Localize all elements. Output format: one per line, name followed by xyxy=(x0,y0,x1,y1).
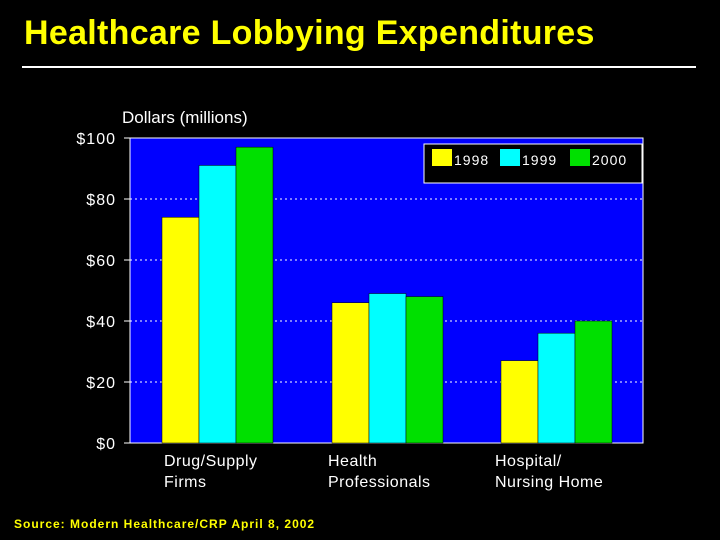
title-underline xyxy=(22,66,696,68)
bar-2000 xyxy=(405,296,444,444)
bar-1998 xyxy=(161,217,200,444)
y-ticks xyxy=(124,137,130,444)
bar-1999 xyxy=(368,293,407,444)
bar-2000 xyxy=(235,146,274,444)
legend-label: 1999 xyxy=(522,152,557,168)
y-tick-label: $100 xyxy=(76,131,116,148)
bars xyxy=(161,146,613,444)
x-category-label: Drug/Supply Firms xyxy=(164,453,258,491)
y-tick-label: $40 xyxy=(86,314,116,331)
y-tick-label: $20 xyxy=(86,375,116,392)
legend-swatch xyxy=(500,149,520,166)
legend: 1998 1999 2000 xyxy=(423,143,643,184)
legend-box xyxy=(423,143,643,184)
y-tick-label: $80 xyxy=(86,192,116,209)
legend-label: 1998 xyxy=(454,152,489,168)
legend-swatch xyxy=(570,149,590,166)
bar-1999 xyxy=(537,332,576,444)
bar-1998 xyxy=(500,360,539,444)
chart-title: Healthcare Lobbying Expenditures xyxy=(24,14,595,52)
y-tick-label: $0 xyxy=(96,436,116,453)
y-axis-label: Dollars (millions) xyxy=(122,108,248,127)
legend-label: 2000 xyxy=(592,152,627,168)
bar-1998 xyxy=(331,302,370,444)
y-tick-label: $60 xyxy=(86,253,116,270)
bar-1999 xyxy=(198,165,237,444)
legend-swatch xyxy=(432,149,452,166)
x-category-label: Health Professionals xyxy=(328,453,431,491)
source-note: Source: Modern Healthcare/CRP April 8, 2… xyxy=(14,517,316,531)
bar-2000 xyxy=(574,320,613,444)
x-category-label: Hospital/ Nursing Home xyxy=(495,453,604,491)
